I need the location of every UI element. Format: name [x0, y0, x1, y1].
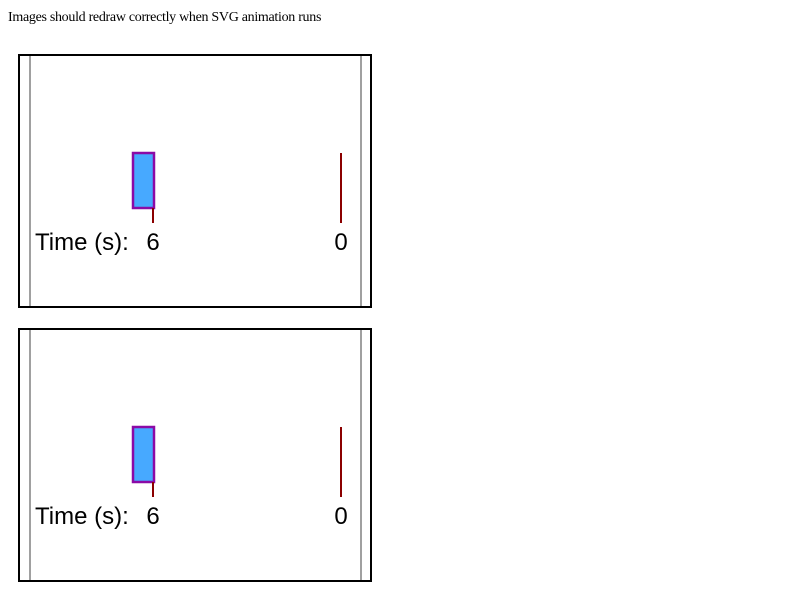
animation-svg-2: Time (s): 6 0 — [29, 330, 362, 580]
animation-image-1: Time (s): 6 0 — [18, 54, 372, 308]
time-label: Time (s): — [35, 229, 129, 256]
current-time-value: 6 — [146, 503, 159, 530]
end-time-value: 0 — [334, 229, 347, 256]
time-label: Time (s): — [35, 503, 129, 530]
animated-rectangle — [131, 425, 156, 484]
animation-svg-1: Time (s): 6 0 — [29, 56, 362, 306]
animation-image-2: Time (s): 6 0 — [18, 328, 372, 582]
animated-rectangle — [131, 151, 156, 210]
current-time-value: 6 — [146, 229, 159, 256]
end-time-value: 0 — [334, 503, 347, 530]
page-caption: Images should redraw correctly when SVG … — [8, 10, 322, 25]
